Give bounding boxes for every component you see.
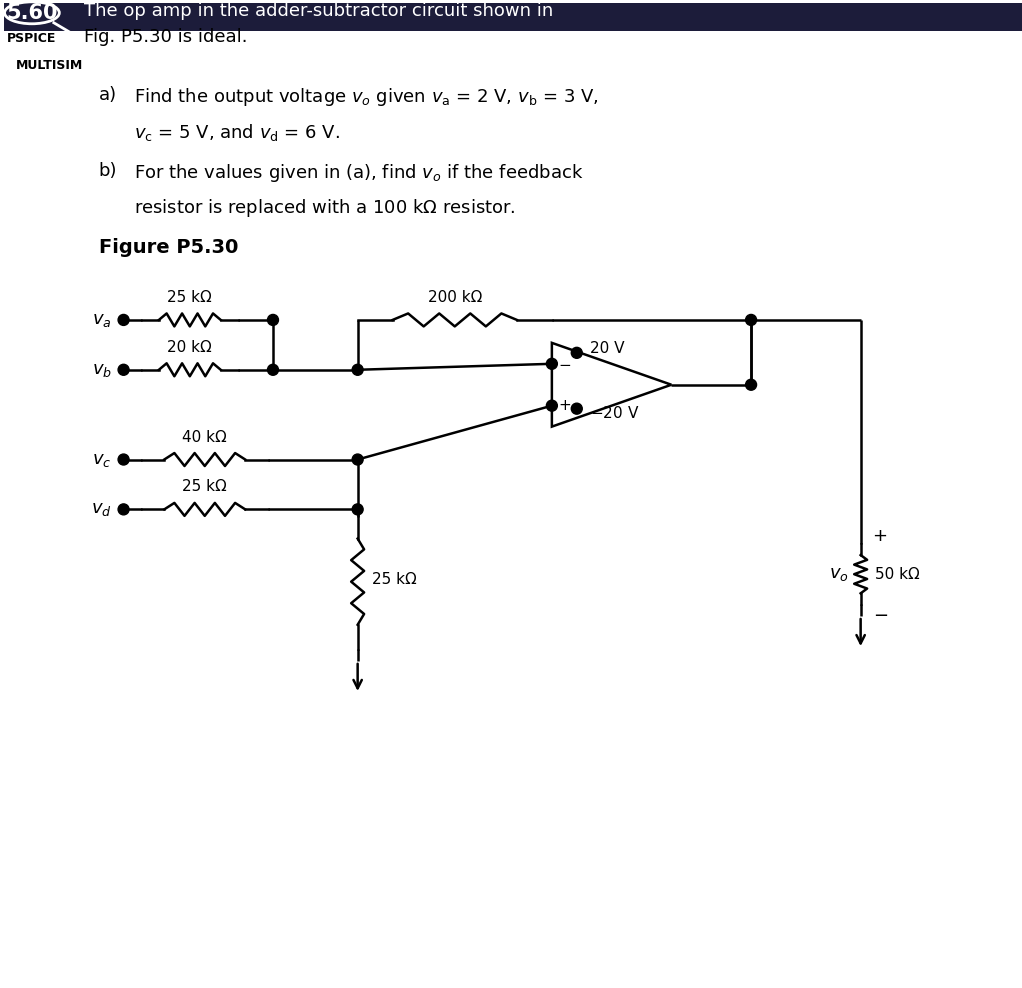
Circle shape	[119, 314, 129, 325]
Circle shape	[746, 379, 756, 390]
Text: 25 kΩ: 25 kΩ	[182, 479, 227, 494]
Text: $+$: $+$	[558, 398, 571, 413]
Text: 5.60: 5.60	[6, 3, 57, 23]
Text: $-$20 V: $-$20 V	[590, 405, 639, 421]
Text: $-$: $-$	[873, 605, 888, 623]
Text: +: +	[873, 528, 887, 545]
Text: The op amp in the adder-subtractor circuit shown in: The op amp in the adder-subtractor circu…	[84, 2, 553, 20]
Text: $v_d$: $v_d$	[91, 500, 111, 519]
Text: b): b)	[99, 162, 118, 181]
Text: Find the output voltage $v_o$ given $v_\mathrm{a}$ = 2 V, $v_\mathrm{b}$ = 3 V,: Find the output voltage $v_o$ given $v_\…	[134, 86, 598, 108]
Text: resistor is replaced with a 100 k$\Omega$ resistor.: resistor is replaced with a 100 k$\Omega…	[134, 198, 515, 219]
Text: a): a)	[99, 86, 117, 104]
Text: PSPICE: PSPICE	[7, 33, 56, 45]
Circle shape	[571, 403, 583, 414]
Circle shape	[353, 504, 363, 515]
Circle shape	[119, 504, 129, 515]
Text: $v_a$: $v_a$	[92, 311, 111, 329]
Text: Figure P5.30: Figure P5.30	[99, 238, 238, 257]
Text: $v_o$: $v_o$	[829, 565, 848, 583]
Text: $-$: $-$	[558, 357, 571, 371]
Circle shape	[119, 454, 129, 465]
Text: For the values given in (a), find $v_o$ if the feedback: For the values given in (a), find $v_o$ …	[134, 162, 583, 185]
FancyBboxPatch shape	[4, 3, 1022, 31]
Circle shape	[746, 314, 756, 325]
Circle shape	[268, 314, 278, 325]
Circle shape	[268, 365, 278, 375]
Text: 25 kΩ: 25 kΩ	[168, 289, 213, 305]
Circle shape	[547, 359, 557, 370]
Text: $v_b$: $v_b$	[92, 361, 111, 378]
Text: MULTISIM: MULTISIM	[16, 59, 83, 72]
Text: 40 kΩ: 40 kΩ	[182, 430, 227, 445]
Text: $v_\mathrm{c}$ = 5 V, and $v_\mathrm{d}$ = 6 V.: $v_\mathrm{c}$ = 5 V, and $v_\mathrm{d}$…	[134, 123, 339, 143]
Text: 20 V: 20 V	[590, 341, 624, 357]
Circle shape	[119, 365, 129, 375]
Text: Fig. P5.30 is ideal.: Fig. P5.30 is ideal.	[84, 28, 247, 45]
Text: 200 kΩ: 200 kΩ	[427, 289, 482, 305]
Circle shape	[353, 365, 363, 375]
Text: 20 kΩ: 20 kΩ	[168, 340, 213, 355]
Circle shape	[571, 348, 583, 359]
Text: 50 kΩ: 50 kΩ	[875, 567, 920, 582]
Text: 25 kΩ: 25 kΩ	[372, 572, 416, 587]
Circle shape	[353, 454, 363, 465]
Text: $v_c$: $v_c$	[92, 451, 111, 468]
Circle shape	[547, 400, 557, 411]
